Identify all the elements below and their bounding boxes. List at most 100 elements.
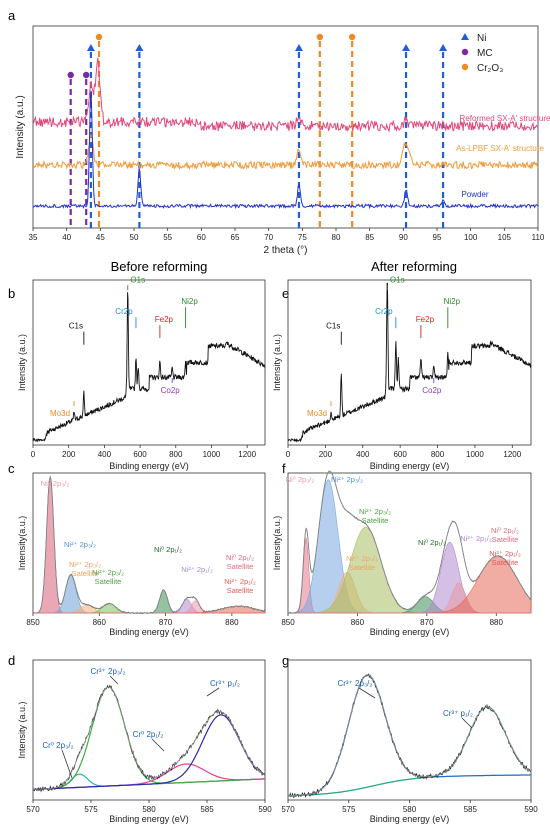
- y-axis-label: Intensity (a.u.): [17, 701, 27, 758]
- x-tick-label: 575: [84, 805, 98, 814]
- panel-letter-d: d: [8, 653, 15, 668]
- component-label-satellite: Satellite: [72, 569, 99, 578]
- chart-b: 0 200 400 600 800 1000 1200 Binding energy (eV)…: [17, 275, 266, 471]
- chart-g: 570 575 580 585 590 Binding energy (eV) Cr³⁺ 2…: [281, 659, 538, 824]
- component-label: Ni⁰ 2p₃/₂: [41, 479, 70, 488]
- x-tick-label: 400: [98, 450, 112, 459]
- label-arrow: [206, 687, 220, 697]
- peak-label: Mo3d: [50, 409, 70, 418]
- x-tick-label: 1000: [466, 450, 484, 459]
- label-arrow: [151, 738, 165, 752]
- x-tick-label: 0: [31, 450, 36, 459]
- x-tick-label: 95: [433, 233, 442, 242]
- component-label: Cr³⁺ p₁/₂: [210, 679, 240, 688]
- x-tick-label: 85: [365, 233, 374, 242]
- panel-letter-g: g: [282, 653, 289, 668]
- panel-letter-a: a: [8, 8, 16, 23]
- fit-envelope: [33, 686, 266, 790]
- y-axis-label: Intensity (a.u.): [272, 334, 282, 391]
- component-label-satellite: Satellite: [492, 558, 519, 567]
- x-tick-label: 1200: [503, 450, 521, 459]
- legend-marker: [461, 63, 469, 71]
- component-1: [33, 686, 265, 790]
- x-axis-label: Binding energy (eV): [370, 814, 450, 824]
- legend-label: Ni: [477, 33, 486, 44]
- component-label: Ni²⁺ 2p₃/₂: [331, 475, 363, 484]
- x-tick-label: 55: [163, 233, 172, 242]
- series-label-0: Reformed SX-A' structure: [460, 114, 550, 123]
- x-tick-label: 800: [431, 450, 445, 459]
- x-tick-label: 600: [393, 450, 407, 459]
- raw-spectrum: [287, 673, 532, 798]
- peak-label: Cr2p: [115, 307, 133, 316]
- peak-label: Ni2p: [181, 297, 198, 306]
- peak-label: O1s: [390, 275, 405, 284]
- ni-marker: [439, 44, 448, 51]
- x-tick-label: 65: [231, 233, 240, 242]
- component-label: Ni²⁺ 2p₃/₂: [69, 560, 101, 569]
- x-tick-label: 80: [332, 233, 341, 242]
- component-label: Ni⁰ 2p₁/₂: [154, 545, 182, 554]
- x-tick-label: 50: [130, 233, 139, 242]
- x-tick-label: 580: [403, 805, 417, 814]
- x-axis-label: Binding energy (eV): [109, 461, 189, 471]
- component-label: Ni²⁺ 2p₁/₂: [460, 534, 492, 543]
- panel-letter-f: f: [282, 461, 286, 476]
- component-label: Cr³⁺ 2p₃/₂: [90, 667, 125, 676]
- x-tick-label: 860: [351, 618, 365, 627]
- component-label-satellite: Satellite: [362, 516, 389, 525]
- x-axis-label: Binding energy (eV): [109, 627, 189, 637]
- component-label: Cr³⁺ 2p₃/₂: [337, 679, 372, 688]
- fit-envelope: [33, 475, 266, 614]
- component-label-satellite: Satellite: [349, 563, 376, 572]
- component-3: [33, 714, 266, 790]
- peak-label: Mo3d: [307, 409, 327, 418]
- label-arrow: [358, 687, 376, 699]
- component-label: Ni²⁺ 2p₃/₂: [92, 568, 124, 577]
- x-tick-label: 90: [399, 233, 408, 242]
- background-line: [287, 774, 531, 797]
- x-tick-label: 585: [200, 805, 214, 814]
- peak-label: Ni2p: [444, 297, 461, 306]
- x-tick-label: 580: [142, 805, 156, 814]
- panel-letter-c: c: [8, 461, 15, 476]
- x-tick-label: 40: [62, 233, 71, 242]
- component-label: Ni²⁺ 2p₁/₂: [181, 565, 213, 574]
- legend-label: Cr₂O₃: [477, 63, 503, 74]
- x-axis-label: Binding energy (eV): [370, 627, 450, 637]
- chart-a: 35 40 45 50 55 60 65 70 75 80 85 90 95 100 105 110 2 the…: [15, 25, 550, 256]
- x-tick-label: 110: [532, 233, 545, 242]
- x-axis-label: 2 theta (°): [263, 245, 307, 256]
- peak-label: Fe2p: [155, 315, 174, 324]
- chart-c: 850 860 870 880 Binding energy (eV) Intensity…: [17, 472, 266, 637]
- component-label-satellite: Satellite: [227, 586, 254, 595]
- survey-spectrum: [32, 292, 266, 443]
- x-tick-label: 570: [281, 805, 295, 814]
- x-tick-label: 870: [159, 618, 173, 627]
- x-tick-label: 400: [356, 450, 370, 459]
- component-label-satellite: Satellite: [492, 535, 519, 544]
- component-label: Ni²⁺ 2p₃/₂: [64, 540, 96, 549]
- x-tick-label: 860: [93, 618, 107, 627]
- chart-e: 0 200 400 600 800 1000 1200 Binding energy (eV)…: [272, 275, 532, 471]
- component-label: Ni²⁺ 2p₁/₂: [224, 577, 256, 586]
- component-label: Ni⁰ 2p₃/₂: [286, 475, 315, 484]
- x-axis-label: Binding energy (eV): [109, 814, 189, 824]
- phase-marker: [67, 71, 74, 79]
- y-axis-label: Intensity(a.u.): [272, 516, 282, 571]
- ni-marker: [402, 44, 411, 51]
- x-tick-label: 0: [286, 450, 291, 459]
- x-tick-label: 45: [96, 233, 105, 242]
- x-tick-label: 870: [420, 618, 434, 627]
- label-arrow: [109, 675, 119, 685]
- legend-marker: [461, 48, 469, 56]
- peak-label: C1s: [69, 322, 83, 331]
- component-1: [287, 706, 532, 797]
- component-label-satellite: Satellite: [95, 577, 122, 586]
- ni-marker: [294, 44, 303, 51]
- peak-label: Co2p: [422, 386, 442, 395]
- y-axis-label: Intensity (a.u.): [17, 334, 27, 391]
- y-axis-label: Intensity (a.u.): [15, 95, 26, 158]
- peak-label: Co2p: [161, 386, 181, 395]
